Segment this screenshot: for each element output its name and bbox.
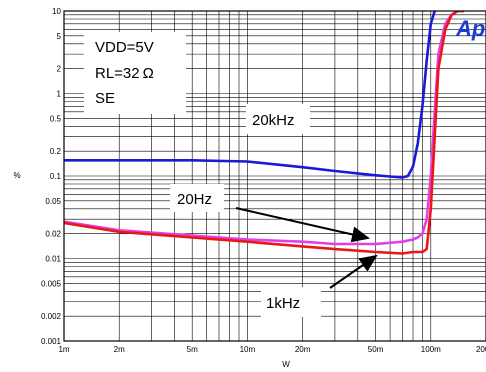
x-tick-label: 100m xyxy=(421,345,441,354)
x-tick-labels: 1m 2m 5m 10m 20m 50m 100m 200m xyxy=(58,345,486,354)
x-tick-label: 50m xyxy=(368,345,384,354)
x-tick-label: 200m xyxy=(476,345,486,354)
y-tick-label: 5 xyxy=(57,32,62,41)
label-20hz-background xyxy=(170,184,224,212)
y-tick-label: 0.001 xyxy=(41,337,62,346)
y-tick-label: 0.002 xyxy=(41,312,62,321)
y-tick-label: 0.2 xyxy=(50,147,62,156)
label-1khz: 1kHz xyxy=(266,295,300,312)
label-20hz-group: 20Hz xyxy=(170,184,224,212)
x-tick-label: 10m xyxy=(240,345,256,354)
y-tick-label: 0.5 xyxy=(50,114,62,123)
x-tick-label: 20m xyxy=(295,345,311,354)
arrow-1khz xyxy=(329,254,378,289)
y-tick-label: 0.005 xyxy=(41,279,62,288)
y-tick-label: 2 xyxy=(57,65,62,74)
series-line-1khz xyxy=(64,11,465,255)
condition-mode: SE xyxy=(95,90,115,107)
y-tick-label: 1 xyxy=(57,90,62,99)
conditions-box-background xyxy=(84,32,186,114)
label-1khz-group: 1kHz xyxy=(261,287,321,317)
y-tick-labels: 10 5 2 1 0.5 0.2 0.1 0.05 0.02 0.01 0.005 0.002 0.00… xyxy=(41,7,62,346)
series-line-20khz xyxy=(64,11,437,179)
plot-frame xyxy=(63,10,486,342)
y-tick-label: 0.01 xyxy=(45,255,61,264)
x-tick-label: 1m xyxy=(58,345,69,354)
y-tick-label: 0.05 xyxy=(45,197,61,206)
y-tick-label: 10 xyxy=(52,7,61,16)
condition-vdd: VDD=5V xyxy=(95,39,154,56)
brand-logo: Ap xyxy=(455,16,485,41)
conditions-box: VDD=5V RL=32 Ω SE xyxy=(84,32,186,114)
series-layer xyxy=(64,11,465,255)
arrow-20hz xyxy=(235,207,370,243)
series-line-20hz xyxy=(64,11,465,246)
y-tick-label: 0.02 xyxy=(45,230,61,239)
label-1khz-background xyxy=(261,287,321,317)
y-axis-label: % xyxy=(13,171,20,180)
condition-rl: RL=32 Ω xyxy=(95,65,154,82)
label-20hz: 20Hz xyxy=(177,191,212,208)
label-20khz-background xyxy=(246,104,310,134)
x-axis-label: W xyxy=(282,360,290,369)
label-20khz-group: 20kHz xyxy=(246,104,310,134)
x-tick-label: 5m xyxy=(187,345,198,354)
label-20khz: 20kHz xyxy=(252,112,295,129)
x-tick-label: 2m xyxy=(114,345,125,354)
y-tick-label: 0.1 xyxy=(50,172,62,181)
